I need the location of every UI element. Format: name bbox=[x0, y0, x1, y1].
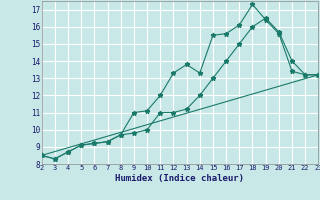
X-axis label: Humidex (Indice chaleur): Humidex (Indice chaleur) bbox=[116, 174, 244, 183]
